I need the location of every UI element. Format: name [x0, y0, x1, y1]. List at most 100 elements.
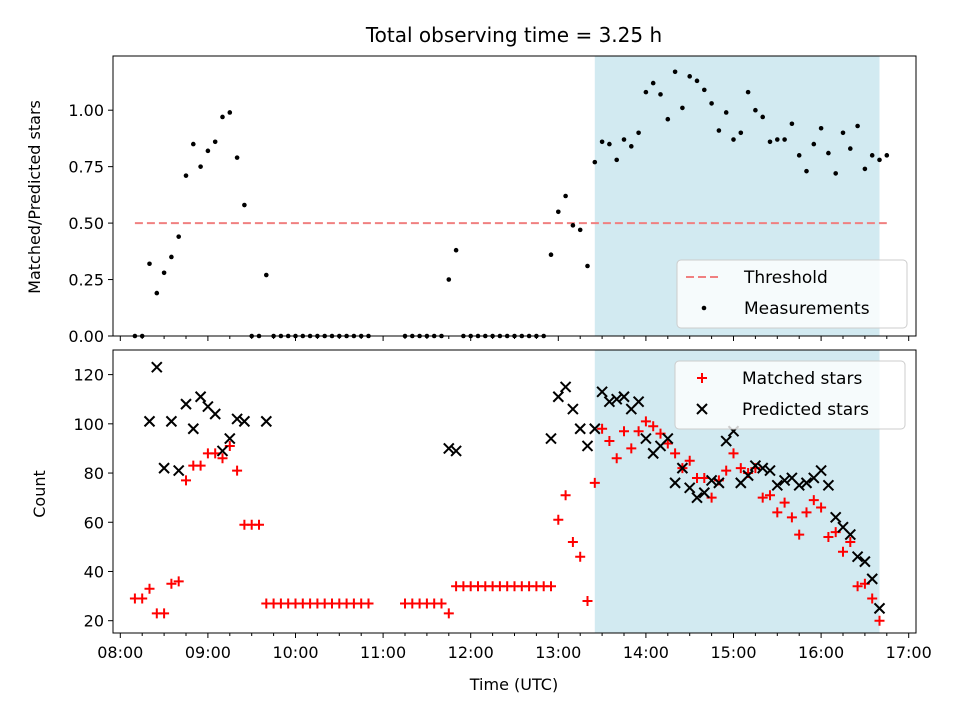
predicted-star-point — [756, 462, 769, 474]
predicted-star-point — [866, 573, 878, 585]
predicted-star-point — [683, 482, 696, 494]
measurement-point — [789, 121, 795, 127]
measurement-point — [658, 92, 663, 97]
matched-star-point — [619, 426, 629, 437]
matched-star-point — [582, 596, 593, 607]
measurement-point — [592, 159, 598, 165]
predicted-star-point — [574, 423, 586, 435]
predicted-star-point — [713, 477, 725, 489]
matched-star-point — [772, 507, 783, 518]
matched-star-point — [845, 536, 856, 547]
measurement-point — [227, 110, 233, 115]
matched-star-point — [823, 532, 834, 543]
measurement-point — [775, 137, 780, 142]
legend-label: Measurements — [744, 299, 870, 319]
matched-star-point — [232, 465, 243, 476]
matched-star-point — [852, 581, 863, 592]
measurement-point — [205, 148, 211, 154]
measurement-point — [183, 173, 189, 178]
predicted-star-point — [552, 391, 565, 403]
predicted-star-point — [567, 403, 579, 415]
predicted-star-point — [749, 459, 762, 472]
predicted-star-point — [691, 491, 703, 504]
matched-star-point — [181, 475, 191, 486]
matched-star-point — [867, 593, 878, 604]
bottom-panel: 20 40 60 80 100 120 08:00 09:00 10:00 11:00 12:00 1… — [73, 349, 932, 662]
predicted-star-point — [610, 393, 623, 405]
matched-star-point — [195, 460, 206, 471]
y-tick-label: 100 — [73, 415, 104, 434]
measurement-point — [723, 110, 729, 115]
predicted-star-point — [545, 432, 557, 445]
predicted-star-point — [859, 555, 871, 568]
measurement-point — [753, 107, 758, 113]
measurement-point — [702, 87, 707, 93]
predicted-star-point — [793, 479, 805, 492]
measurement-point — [577, 227, 583, 233]
measurement-point — [760, 114, 765, 120]
x-tick-label: 09:00 — [185, 643, 231, 662]
measurement-point — [869, 153, 875, 158]
predicted-star-point — [238, 415, 251, 428]
matched-star-point — [597, 423, 608, 434]
predicted-star-point — [209, 408, 221, 420]
matched-star-point — [363, 598, 374, 609]
matched-star-point — [765, 490, 775, 501]
predicted-star-point — [815, 464, 827, 477]
x-tick-label: 17:00 — [886, 643, 932, 662]
measurement-point — [242, 202, 247, 208]
predicted-star-point — [705, 474, 718, 487]
x-tick-label: 14:00 — [623, 643, 669, 662]
predicted-star-point — [844, 528, 857, 541]
x-axis-label: Time (UTC) — [469, 675, 558, 694]
measurement-point — [643, 89, 649, 95]
matched-star-point — [575, 551, 586, 562]
matched-star-point — [721, 465, 732, 476]
matched-star-point — [553, 514, 564, 525]
measurement-point — [796, 153, 802, 158]
y-tick-label: 0.50 — [68, 214, 104, 233]
measurement-point — [687, 74, 692, 79]
measurement-point — [738, 130, 744, 136]
legend-box — [676, 259, 908, 329]
legend-predicted-swatch — [696, 403, 708, 415]
measurement-point — [599, 139, 605, 145]
predicted-star-point — [771, 479, 784, 492]
measurement-point — [665, 116, 671, 122]
predicted-star-point — [180, 398, 192, 410]
matched-star-point — [801, 507, 812, 518]
predicted-star-point — [165, 415, 178, 428]
matched-star-point — [699, 472, 710, 483]
chart-title: Total observing time = 3.25 h — [365, 23, 662, 47]
legend-label: Matched stars — [742, 369, 862, 389]
legend-measurement-swatch — [701, 305, 707, 311]
measurement-point — [176, 234, 181, 239]
predicted-star-point — [669, 477, 681, 489]
measurement-point — [556, 209, 561, 215]
measurement-point — [672, 69, 678, 75]
measurement-point — [169, 254, 174, 260]
measurement-point — [650, 80, 656, 86]
y-tick-label: 20 — [84, 612, 104, 631]
measurement-point — [877, 157, 882, 163]
matched-star-point — [254, 519, 264, 530]
predicted-star-point — [216, 445, 229, 457]
measurement-point — [212, 139, 218, 145]
matched-star-point — [794, 529, 805, 540]
y-tick-label: 0.25 — [68, 271, 104, 290]
measurement-point — [220, 114, 225, 120]
predicted-star-point — [158, 462, 170, 474]
measurement-point — [636, 130, 641, 136]
predicted-star-point — [676, 462, 689, 474]
matched-star-point — [159, 608, 170, 619]
predicted-star-point — [632, 395, 645, 408]
measurement-point — [453, 247, 459, 253]
measurement-point — [694, 78, 700, 84]
predicted-star-point — [224, 432, 236, 445]
x-tick-label: 15:00 — [710, 643, 756, 662]
y-tick-label: 0.75 — [68, 158, 104, 177]
measurement-point — [147, 261, 152, 267]
matched-star-point — [735, 463, 746, 474]
measurement-point — [585, 263, 590, 269]
measurement-point — [446, 277, 452, 282]
